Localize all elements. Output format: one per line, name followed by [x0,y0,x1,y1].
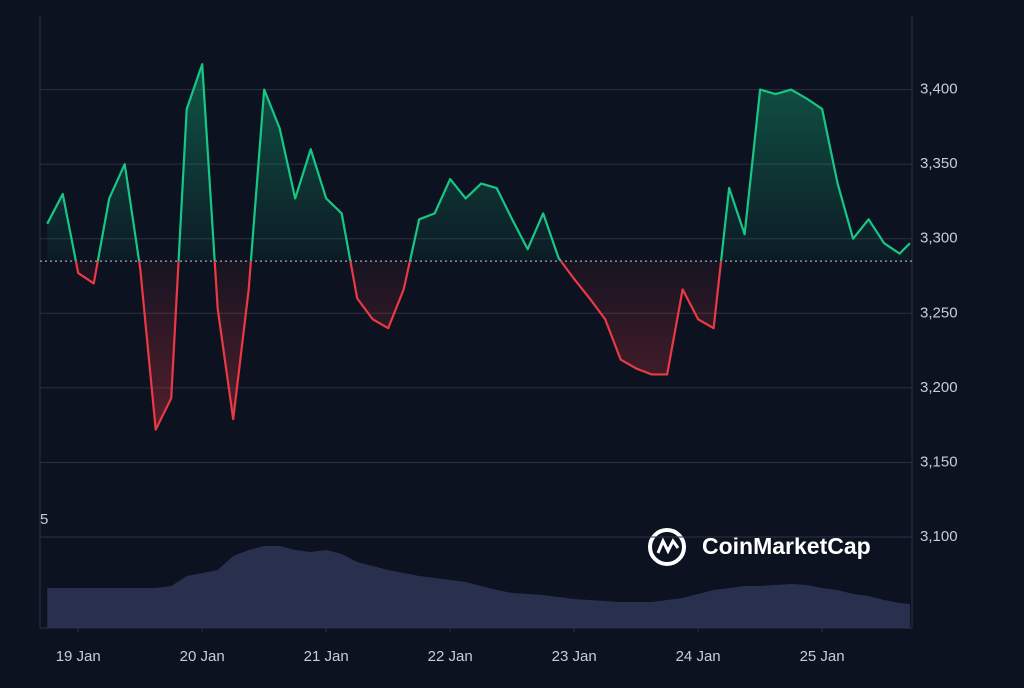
volume-area [47,546,910,628]
x-tick-label: 22 Jan [428,648,473,665]
y-tick-label: 3,200 [920,379,958,396]
y-tick-label: 3,300 [920,230,958,247]
x-tick-label: 19 Jan [56,648,101,665]
logo [648,528,686,566]
y-tick-label: 3,100 [920,528,958,545]
y-tick-label: 3,400 [920,81,958,98]
y-tick-label: 3,250 [920,304,958,321]
price-line [46,63,911,431]
y-tick-label: 3,150 [920,453,958,470]
x-tick-label: 20 Jan [180,648,225,665]
x-tick-label: 24 Jan [676,648,721,665]
volume-label: 5 [40,511,48,528]
x-tick-label: 21 Jan [304,648,349,665]
x-tick-label: 25 Jan [800,648,845,665]
x-tick-label: 23 Jan [552,648,597,665]
price-area [47,64,910,430]
y-tick-label: 3,350 [920,155,958,172]
